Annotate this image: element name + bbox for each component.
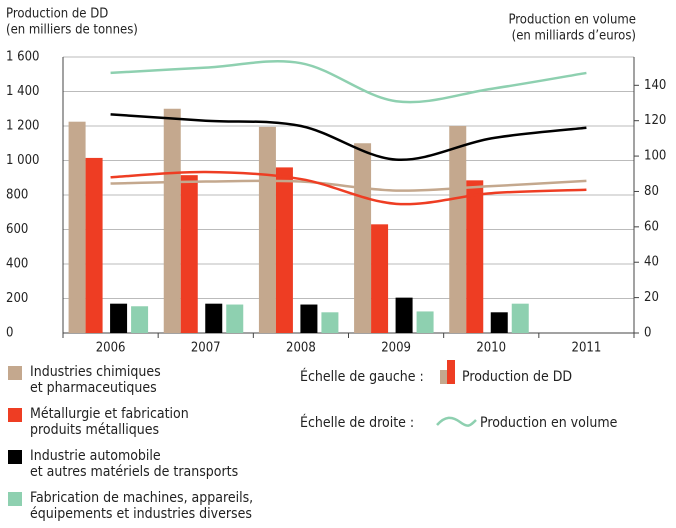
legend-label: Production de DD	[462, 369, 572, 385]
bar	[449, 126, 467, 333]
bar	[85, 157, 103, 333]
y-title: Production de DD	[6, 7, 108, 22]
bar	[511, 303, 529, 333]
y-tick-label: 0	[6, 326, 13, 341]
legend-label: Industrie automobile	[30, 448, 161, 464]
legend-label: équipements et industries diverses	[30, 506, 252, 522]
y2-tick-label: 0	[644, 326, 651, 341]
y-tick-label: 600	[6, 222, 28, 237]
legend-label: Échelle de droite :	[300, 414, 414, 431]
bar	[131, 306, 149, 333]
x-tick-label: 2011	[572, 341, 602, 356]
y2-tick-label: 20	[644, 290, 659, 305]
legend-label: Production en volume	[480, 415, 618, 431]
scale-legend: Échelle de gauche : Échelle de droite : …	[8, 360, 618, 522]
legend-label: Industries chimiques	[30, 364, 161, 380]
legend-swatch	[8, 366, 22, 380]
bar	[68, 121, 86, 333]
bar	[300, 304, 318, 333]
x-tick-label: 2006	[96, 341, 126, 356]
x-tick-label: 2010	[476, 341, 506, 356]
legend-label: produits métalliques	[30, 422, 159, 438]
y2-tick-label: 120	[644, 113, 666, 128]
y2-tick-label: 40	[644, 255, 659, 270]
y2-tick-label: 140	[644, 78, 666, 93]
legend-label: Échelle de gauche :	[300, 368, 424, 385]
bar	[110, 303, 128, 333]
legend-line	[436, 416, 477, 427]
volume-line	[110, 60, 587, 104]
bar	[275, 167, 293, 333]
legend-label: Fabrication de machines, appareils,	[30, 490, 253, 506]
bar	[226, 304, 244, 333]
y-tick-label: 800	[6, 188, 28, 203]
bar	[416, 311, 434, 333]
y2-title: Production en volume	[508, 13, 636, 28]
bar	[163, 108, 181, 333]
legend-swatch	[8, 492, 22, 506]
y-tick-label: 200	[6, 291, 28, 306]
legend-label: et autres matériels de transports	[30, 464, 238, 480]
bar	[354, 143, 372, 333]
x-tick-label: 2007	[191, 341, 221, 356]
legend-swatch	[447, 360, 455, 384]
bar	[205, 303, 223, 333]
bar	[490, 312, 508, 333]
legend-swatch	[8, 450, 22, 464]
x-tick-label: 2009	[381, 341, 411, 356]
x-tick-label: 2008	[286, 341, 316, 356]
legend-label: et pharmaceutiques	[30, 380, 157, 396]
bar	[371, 224, 389, 333]
volume-line	[110, 179, 587, 192]
y-tick-label: 1 000	[6, 153, 39, 168]
volume-line	[110, 170, 587, 206]
bar	[258, 126, 276, 333]
legend-label: Métallurgie et fabrication	[30, 406, 189, 422]
y2-tick-label: 60	[644, 219, 659, 234]
y2-tick-label: 80	[644, 184, 659, 199]
y-tick-label: 1 200	[6, 119, 39, 134]
y-tick-label: 1 400	[6, 84, 39, 99]
volume-line	[110, 113, 587, 161]
bar	[180, 175, 198, 333]
bar	[466, 180, 484, 333]
y2-tick-label: 100	[644, 149, 666, 164]
y-tick-label: 1 600	[6, 50, 39, 65]
legend-swatch	[8, 408, 22, 422]
bar	[395, 297, 413, 333]
bar	[321, 312, 339, 333]
y2-title: (en milliards d’euros)	[512, 29, 636, 44]
y-tick-label: 400	[6, 257, 28, 272]
legend-swatch	[440, 370, 447, 384]
y-title: (en milliers de tonnes)	[6, 23, 138, 38]
